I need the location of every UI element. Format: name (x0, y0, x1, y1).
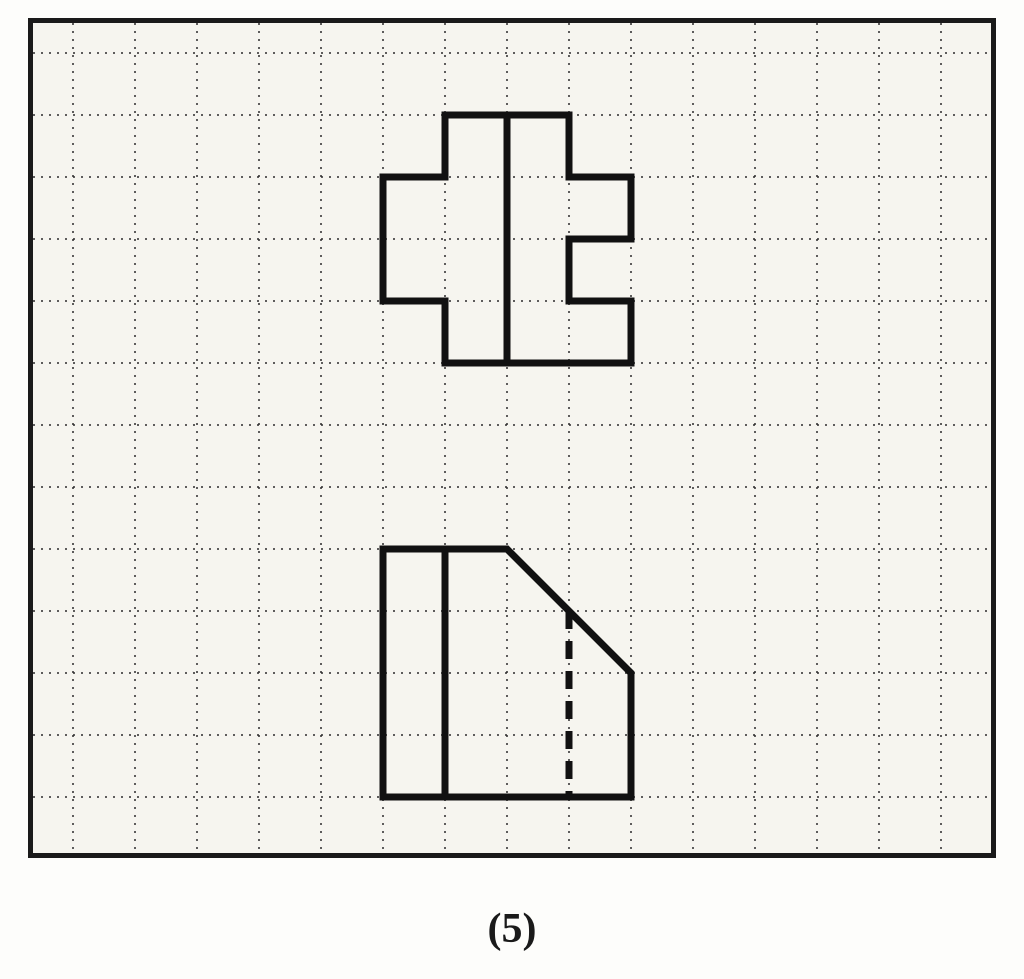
figure-caption: (5) (0, 905, 1024, 953)
drawing-svg (33, 23, 991, 853)
drawing-frame (28, 18, 996, 858)
page: (5) (0, 0, 1024, 979)
